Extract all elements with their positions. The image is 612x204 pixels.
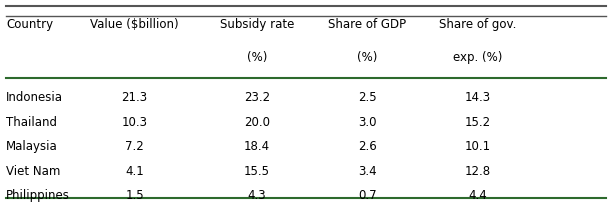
Text: Country: Country bbox=[6, 18, 53, 31]
Text: Viet Nam: Viet Nam bbox=[6, 165, 61, 178]
Text: 1.5: 1.5 bbox=[125, 189, 144, 202]
Text: Share of GDP: Share of GDP bbox=[328, 18, 406, 31]
Text: 4.4: 4.4 bbox=[468, 189, 487, 202]
Text: 18.4: 18.4 bbox=[244, 140, 270, 153]
Text: 15.5: 15.5 bbox=[244, 165, 270, 178]
Text: 0.7: 0.7 bbox=[358, 189, 376, 202]
Text: 14.3: 14.3 bbox=[465, 91, 490, 104]
Text: 10.1: 10.1 bbox=[465, 140, 490, 153]
Text: 23.2: 23.2 bbox=[244, 91, 270, 104]
Text: 3.0: 3.0 bbox=[358, 116, 376, 129]
Text: Value ($billion): Value ($billion) bbox=[91, 18, 179, 31]
Text: 7.2: 7.2 bbox=[125, 140, 144, 153]
Text: Philippines: Philippines bbox=[6, 189, 70, 202]
Text: Indonesia: Indonesia bbox=[6, 91, 63, 104]
Text: (%): (%) bbox=[247, 51, 267, 64]
Text: 3.4: 3.4 bbox=[358, 165, 376, 178]
Text: 4.3: 4.3 bbox=[248, 189, 266, 202]
Text: 15.2: 15.2 bbox=[465, 116, 490, 129]
Text: Thailand: Thailand bbox=[6, 116, 57, 129]
Text: Subsidy rate: Subsidy rate bbox=[220, 18, 294, 31]
Text: 21.3: 21.3 bbox=[122, 91, 147, 104]
Text: (%): (%) bbox=[357, 51, 378, 64]
Text: exp. (%): exp. (%) bbox=[453, 51, 502, 64]
Text: 20.0: 20.0 bbox=[244, 116, 270, 129]
Text: 4.1: 4.1 bbox=[125, 165, 144, 178]
Text: 2.6: 2.6 bbox=[358, 140, 376, 153]
Text: 12.8: 12.8 bbox=[465, 165, 490, 178]
Text: Malaysia: Malaysia bbox=[6, 140, 58, 153]
Text: Share of gov.: Share of gov. bbox=[439, 18, 516, 31]
Text: 10.3: 10.3 bbox=[122, 116, 147, 129]
Text: 2.5: 2.5 bbox=[358, 91, 376, 104]
